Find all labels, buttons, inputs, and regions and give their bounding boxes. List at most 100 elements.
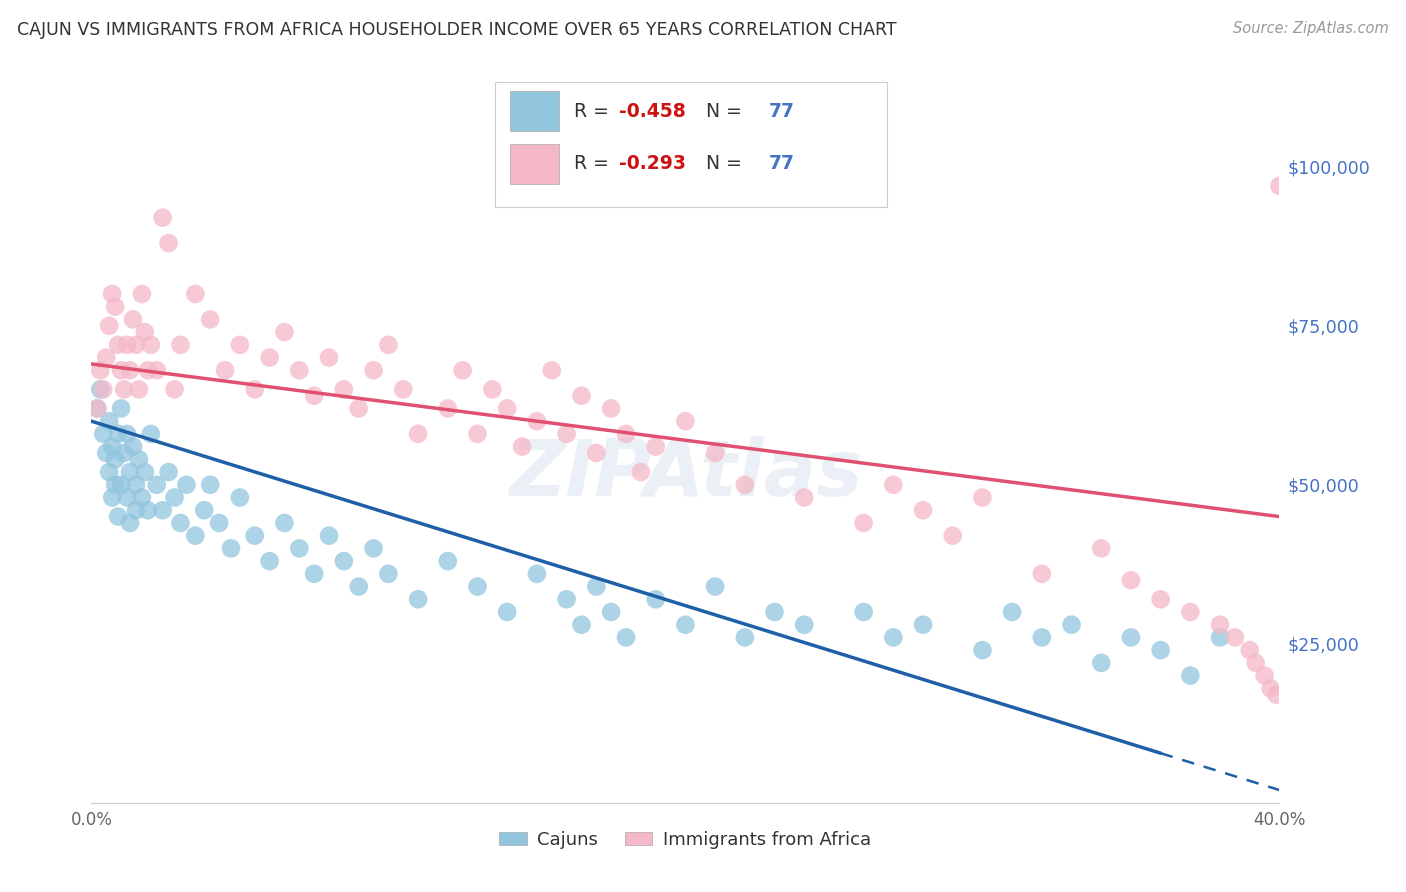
Point — [363, 541, 385, 556]
Point — [1180, 668, 1202, 682]
Text: N =: N = — [688, 102, 748, 120]
Point — [1244, 656, 1267, 670]
Point — [115, 338, 138, 352]
Text: R =: R = — [574, 154, 614, 173]
Point — [1180, 605, 1202, 619]
Text: R =: R = — [574, 102, 614, 120]
Point — [333, 554, 356, 568]
Point — [273, 325, 295, 339]
Point — [101, 491, 124, 505]
Text: Source: ZipAtlas.com: Source: ZipAtlas.com — [1233, 21, 1389, 37]
Point — [125, 503, 148, 517]
Point — [882, 631, 904, 645]
Point — [208, 516, 231, 530]
Point — [1209, 617, 1232, 632]
Point — [673, 617, 696, 632]
Point — [734, 631, 756, 645]
Point — [852, 516, 875, 530]
Point — [125, 477, 148, 491]
Point — [363, 363, 385, 377]
Point — [163, 383, 186, 397]
Point — [555, 426, 578, 441]
Point — [614, 631, 637, 645]
Point — [540, 363, 562, 377]
Point — [152, 211, 174, 225]
Point — [571, 617, 593, 632]
Point — [139, 426, 162, 441]
Point — [510, 440, 533, 454]
Point — [259, 351, 281, 365]
Point — [131, 287, 153, 301]
Point — [377, 566, 399, 581]
Point — [98, 465, 121, 479]
Point — [134, 465, 156, 479]
Point — [184, 529, 207, 543]
Point — [1209, 631, 1232, 645]
Point — [600, 605, 623, 619]
Point — [571, 389, 593, 403]
Point — [377, 338, 399, 352]
Point — [392, 383, 415, 397]
Point — [184, 287, 207, 301]
Point — [302, 389, 325, 403]
Point — [644, 592, 666, 607]
Point — [1149, 592, 1171, 607]
Point — [134, 325, 156, 339]
Point — [110, 401, 132, 416]
Point — [302, 566, 325, 581]
Text: CAJUN VS IMMIGRANTS FROM AFRICA HOUSEHOLDER INCOME OVER 65 YEARS CORRELATION CHA: CAJUN VS IMMIGRANTS FROM AFRICA HOUSEHOL… — [17, 21, 897, 39]
Point — [526, 414, 548, 428]
Point — [288, 363, 311, 377]
Point — [118, 363, 141, 377]
Point — [115, 491, 138, 505]
Point — [122, 312, 145, 326]
FancyBboxPatch shape — [509, 91, 560, 131]
Point — [229, 338, 252, 352]
Text: 77: 77 — [769, 102, 794, 120]
Point — [318, 351, 340, 365]
Point — [406, 592, 429, 607]
Point — [882, 477, 904, 491]
Point — [585, 446, 607, 460]
Point — [600, 401, 623, 416]
Point — [169, 516, 191, 530]
Point — [112, 383, 135, 397]
Point — [145, 477, 167, 491]
Point — [107, 338, 129, 352]
Point — [288, 541, 311, 556]
Point — [496, 401, 519, 416]
Point — [200, 312, 222, 326]
Point — [972, 491, 994, 505]
Point — [1031, 566, 1053, 581]
Point — [96, 351, 118, 365]
Point — [136, 363, 159, 377]
Text: ZIPAtlas: ZIPAtlas — [509, 435, 862, 512]
Point — [406, 426, 429, 441]
Point — [1090, 656, 1112, 670]
Text: -0.458: -0.458 — [619, 102, 686, 120]
Point — [436, 554, 458, 568]
Point — [1060, 617, 1083, 632]
Point — [243, 529, 266, 543]
Point — [1031, 631, 1053, 645]
Text: N =: N = — [688, 154, 748, 173]
Point — [644, 440, 666, 454]
Point — [1268, 178, 1291, 193]
Point — [193, 503, 215, 517]
Point — [229, 491, 252, 505]
Text: -0.293: -0.293 — [619, 154, 686, 173]
Point — [122, 440, 145, 454]
Point — [112, 446, 135, 460]
Point — [1119, 573, 1142, 587]
Text: 77: 77 — [769, 154, 794, 173]
Point — [86, 401, 108, 416]
Point — [1260, 681, 1282, 696]
Point — [333, 383, 356, 397]
Point — [496, 605, 519, 619]
Point — [104, 300, 127, 314]
Point — [136, 503, 159, 517]
Point — [200, 477, 222, 491]
Point — [243, 383, 266, 397]
Point — [481, 383, 503, 397]
Point — [131, 491, 153, 505]
